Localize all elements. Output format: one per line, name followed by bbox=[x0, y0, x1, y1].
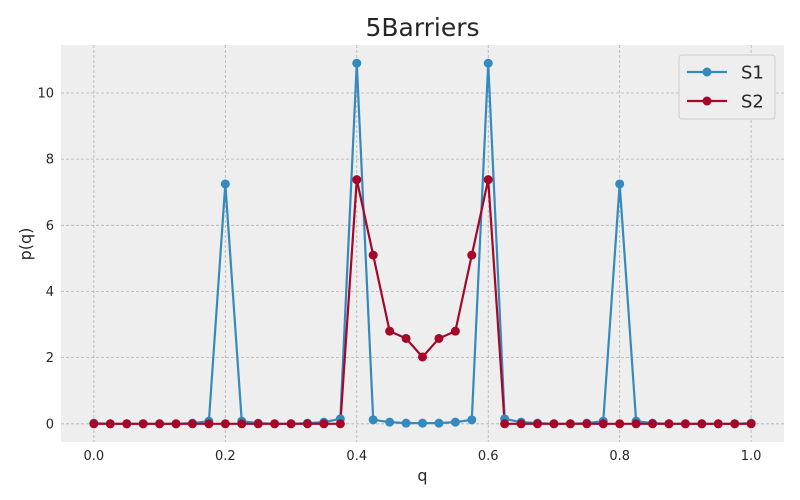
data-point-s2 bbox=[615, 419, 625, 429]
y-tick-label: 6 bbox=[46, 219, 54, 234]
data-point-s2 bbox=[680, 419, 690, 429]
data-point-s2 bbox=[467, 250, 477, 260]
data-point-s1 bbox=[368, 415, 378, 425]
data-point-s2 bbox=[631, 419, 641, 429]
data-point-s1 bbox=[220, 179, 230, 189]
data-point-s2 bbox=[385, 326, 395, 336]
data-point-s2 bbox=[730, 419, 740, 429]
data-point-s2 bbox=[450, 326, 460, 336]
x-tick-label: 0.2 bbox=[215, 449, 236, 464]
chart-title: 5Barriers bbox=[365, 13, 479, 42]
data-point-s2 bbox=[122, 419, 132, 429]
x-tick-label: 0.4 bbox=[346, 449, 367, 464]
data-point-s1 bbox=[615, 179, 625, 189]
y-axis-label: p(q) bbox=[16, 228, 35, 261]
data-point-s2 bbox=[335, 419, 345, 429]
series-markers bbox=[89, 58, 756, 429]
data-point-s2 bbox=[187, 419, 197, 429]
data-point-s1 bbox=[483, 58, 493, 68]
x-tick-label: 0.0 bbox=[84, 449, 105, 464]
ticks: 0.0 0.2 0.4 0.6 0.8 1.0 0 2 4 6 8 10 bbox=[37, 86, 761, 464]
data-point-s1 bbox=[385, 417, 395, 427]
data-point-s2 bbox=[89, 419, 99, 429]
data-point-s2 bbox=[516, 419, 526, 429]
data-point-s2 bbox=[549, 419, 559, 429]
data-point-s1 bbox=[450, 417, 460, 427]
data-point-s1 bbox=[467, 415, 477, 425]
y-tick-label: 10 bbox=[37, 86, 54, 101]
data-point-s2 bbox=[500, 419, 510, 429]
x-tick-label: 0.6 bbox=[478, 449, 499, 464]
data-point-s2 bbox=[270, 419, 280, 429]
data-point-s2 bbox=[664, 419, 674, 429]
data-point-s1 bbox=[418, 418, 427, 428]
data-point-s2 bbox=[253, 419, 263, 429]
data-point-s1 bbox=[401, 418, 411, 428]
data-point-s2 bbox=[352, 175, 362, 185]
data-point-s2 bbox=[565, 419, 575, 429]
x-axis-label: q bbox=[417, 466, 427, 485]
data-point-s2 bbox=[533, 419, 543, 429]
data-point-s2 bbox=[105, 419, 115, 429]
data-point-s2 bbox=[648, 419, 658, 429]
data-point-s2 bbox=[171, 419, 181, 429]
data-point-s2 bbox=[418, 352, 427, 362]
legend-marker-s1 bbox=[702, 67, 712, 77]
data-point-s2 bbox=[713, 419, 723, 429]
y-tick-label: 2 bbox=[46, 351, 54, 366]
data-point-s2 bbox=[319, 419, 329, 429]
data-point-s1 bbox=[352, 58, 362, 68]
x-tick-label: 0.8 bbox=[609, 449, 630, 464]
y-tick-label: 8 bbox=[46, 153, 54, 168]
data-point-s2 bbox=[302, 419, 312, 429]
legend-label-s1: S1 bbox=[741, 63, 764, 84]
x-tick-label: 1.0 bbox=[741, 449, 762, 464]
data-point-s2 bbox=[368, 250, 378, 260]
data-point-s2 bbox=[204, 419, 214, 429]
data-point-s2 bbox=[286, 419, 296, 429]
y-tick-label: 4 bbox=[46, 285, 54, 300]
data-point-s2 bbox=[598, 419, 608, 429]
data-point-s2 bbox=[155, 419, 165, 429]
data-point-s2 bbox=[582, 419, 592, 429]
data-point-s2 bbox=[697, 419, 707, 429]
data-point-s2 bbox=[401, 333, 411, 343]
data-point-s2 bbox=[220, 419, 230, 429]
y-tick-label: 0 bbox=[46, 417, 54, 432]
data-point-s2 bbox=[746, 419, 756, 429]
plot-area bbox=[61, 45, 784, 442]
data-point-s2 bbox=[237, 419, 247, 429]
legend-label-s2: S2 bbox=[741, 92, 764, 113]
data-point-s2 bbox=[483, 175, 493, 185]
data-point-s2 bbox=[138, 419, 148, 429]
data-point-s1 bbox=[434, 418, 444, 428]
data-point-s2 bbox=[434, 333, 444, 343]
legend-marker-s2 bbox=[702, 96, 712, 106]
